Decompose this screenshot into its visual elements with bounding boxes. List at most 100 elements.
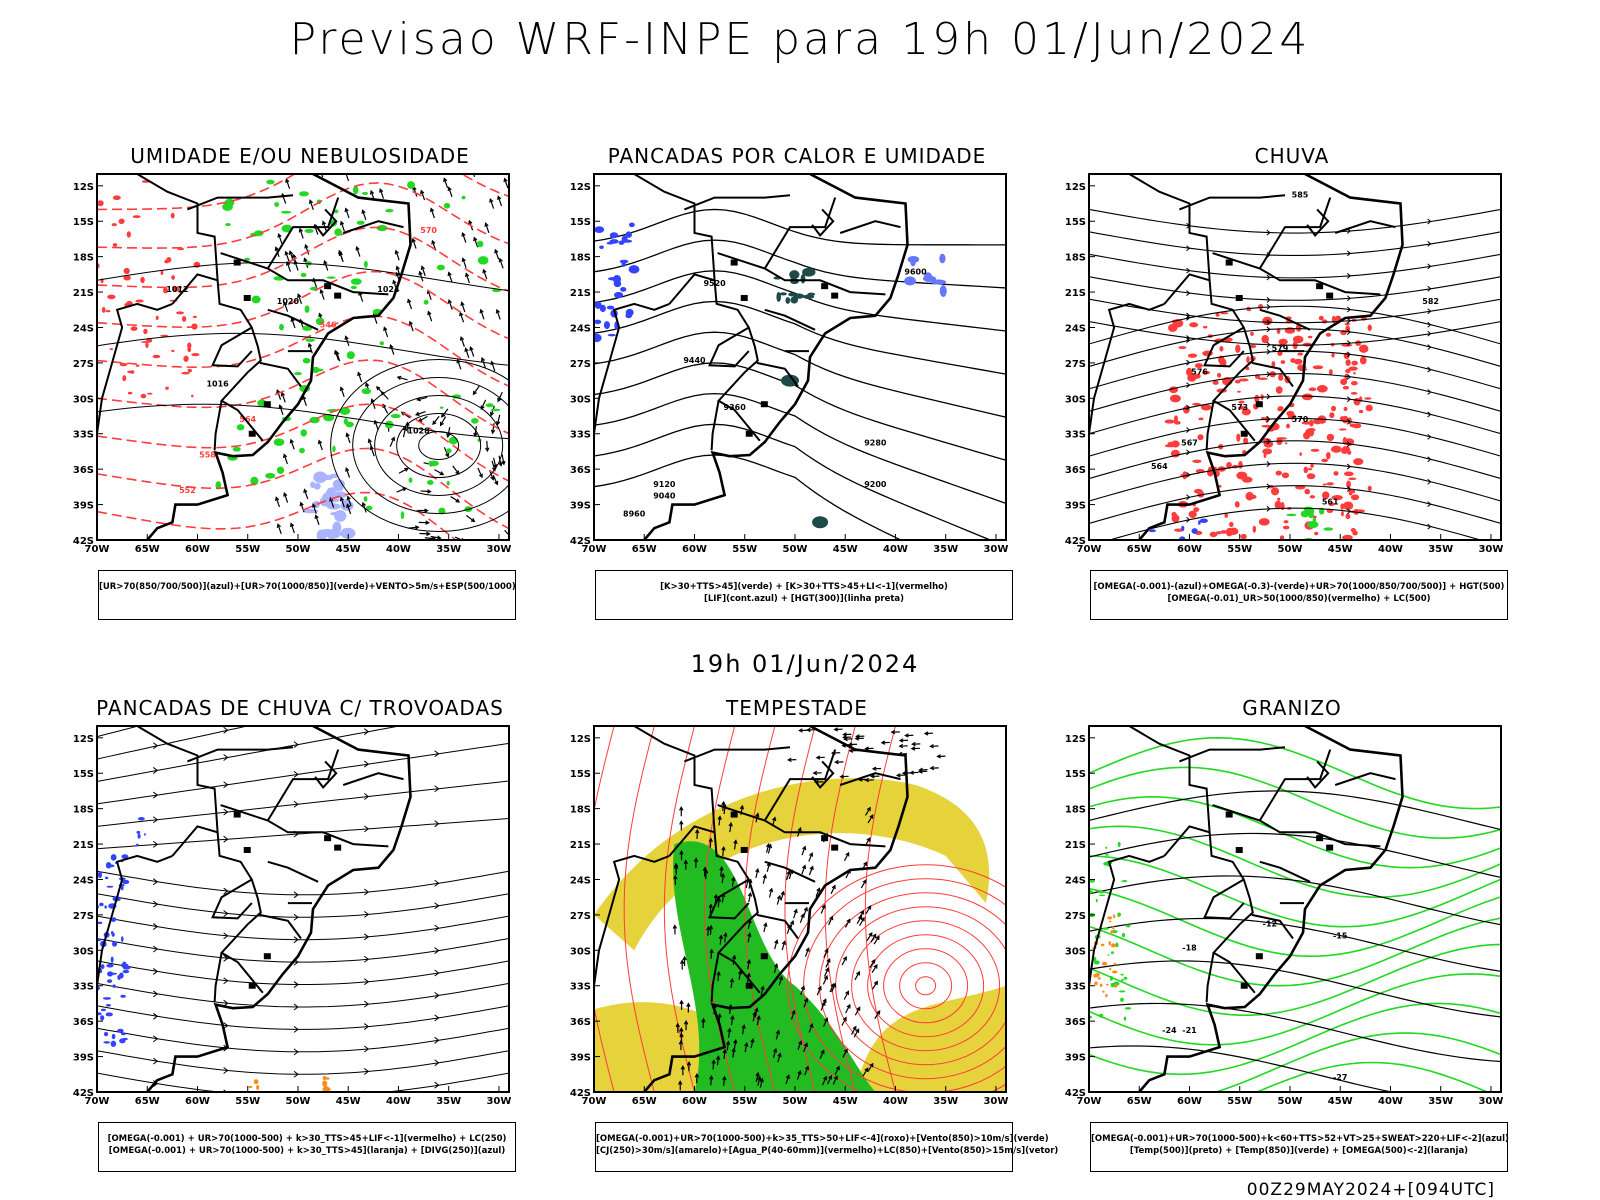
wind-vector xyxy=(432,415,440,425)
lat-label: 30S xyxy=(73,946,94,957)
omega-orange xyxy=(1101,961,1108,966)
humidity-red xyxy=(191,353,200,357)
humidity-red xyxy=(101,306,106,313)
wind-vector xyxy=(340,221,345,232)
lake-mark xyxy=(1316,835,1324,842)
stream-arrow xyxy=(1186,494,1191,501)
rain-red xyxy=(1342,385,1350,390)
wind-vector xyxy=(427,290,432,301)
wind-vector xyxy=(320,174,324,178)
wind-vector xyxy=(733,1038,738,1044)
humidity-green xyxy=(436,264,445,271)
lat-label: 36S xyxy=(1065,1017,1086,1028)
wind-vector xyxy=(722,1075,727,1081)
stream-arrow xyxy=(152,1035,159,1043)
humidity-blue xyxy=(323,498,340,503)
wind-vector xyxy=(867,905,872,910)
stream-arrow xyxy=(224,1112,228,1118)
lat-label: 27S xyxy=(1065,359,1086,370)
lake-mark xyxy=(248,982,256,989)
temp850-green xyxy=(1089,943,1501,1017)
wind-vector xyxy=(831,983,836,993)
lon-label: 55W xyxy=(235,1096,260,1107)
wind-vector xyxy=(413,186,418,197)
wind-vector xyxy=(448,187,453,198)
lon-label: 60W xyxy=(185,544,210,555)
wind-vector xyxy=(824,968,829,977)
wind-vector xyxy=(323,259,328,265)
wind-vector xyxy=(392,279,397,285)
wind-vector xyxy=(880,740,886,745)
rain-red xyxy=(1307,428,1316,432)
stream-arrow xyxy=(1346,396,1352,403)
wind-vector xyxy=(744,1043,748,1053)
rain-red xyxy=(1333,471,1339,476)
wind-vector xyxy=(841,956,847,966)
temp850-green xyxy=(1089,766,1501,839)
lat-label: 27S xyxy=(73,911,94,922)
wind-vector xyxy=(329,496,334,502)
lat-label: 36S xyxy=(1065,465,1086,476)
stream-arrow xyxy=(293,1048,299,1056)
humidity-red xyxy=(181,315,187,322)
border-line xyxy=(764,860,816,883)
streamline xyxy=(97,780,509,827)
wind-vector xyxy=(866,837,871,842)
divg-blue xyxy=(120,936,124,943)
pancada-area xyxy=(789,270,800,279)
border-line xyxy=(710,400,720,451)
rain-red xyxy=(1202,325,1208,329)
stream-arrow xyxy=(152,816,159,824)
border-line xyxy=(764,308,816,331)
wind-vector xyxy=(754,1007,759,1012)
wind-vector xyxy=(339,496,345,502)
wind-vector xyxy=(465,515,475,522)
humidity-red xyxy=(123,267,130,275)
wind-vector xyxy=(775,1030,780,1040)
wind-vector xyxy=(318,440,323,451)
rain-red xyxy=(1164,419,1175,424)
map-content xyxy=(97,726,509,1118)
rain-red xyxy=(1197,434,1204,441)
humidity-green xyxy=(446,448,452,454)
map-content: 1012 1016 1020 1024 1028 570 564 558 552 546 xyxy=(97,174,509,540)
lat-label: 33S xyxy=(73,982,94,993)
lif-blue xyxy=(625,313,633,319)
map-chuva: 585 582 579 576 573 570 567 564 561 12S 15S 18S 21S 2… xyxy=(1065,173,1503,555)
wind-vector xyxy=(717,898,720,908)
streamline-red xyxy=(623,726,655,1092)
lon-label: 50W xyxy=(1277,544,1302,555)
humidity-blue xyxy=(330,511,345,516)
humidity-blue xyxy=(325,529,341,539)
wind-vector xyxy=(303,257,308,262)
rain-red xyxy=(1168,323,1178,332)
wind-vector xyxy=(730,978,733,988)
lat-label: 30S xyxy=(570,946,591,957)
divg-blue xyxy=(97,1012,102,1016)
border-line xyxy=(1179,194,1286,211)
contour-label: 9280 xyxy=(864,439,887,448)
height-contour xyxy=(1089,231,1501,256)
wind-vector xyxy=(494,248,499,254)
humidity-red xyxy=(165,386,169,390)
rain-red xyxy=(1341,510,1344,517)
lake-mark xyxy=(263,953,271,960)
lat-label: 33S xyxy=(570,430,591,441)
wind-vector xyxy=(821,1001,826,1006)
wind-vector xyxy=(809,852,814,857)
wind-vector xyxy=(797,826,802,832)
wind-vector xyxy=(918,767,923,773)
wind-vector xyxy=(504,178,509,189)
lat-label: 15S xyxy=(570,769,591,780)
wind-vector xyxy=(731,876,736,882)
lif-blue xyxy=(910,257,916,267)
humidity-green xyxy=(304,305,310,313)
lat-label: 42S xyxy=(1065,1088,1086,1099)
humidity-green xyxy=(471,418,479,424)
rain-red xyxy=(1353,371,1356,375)
wind-vector xyxy=(823,975,828,980)
wind-vector xyxy=(299,501,304,507)
humidity-green xyxy=(302,357,311,364)
